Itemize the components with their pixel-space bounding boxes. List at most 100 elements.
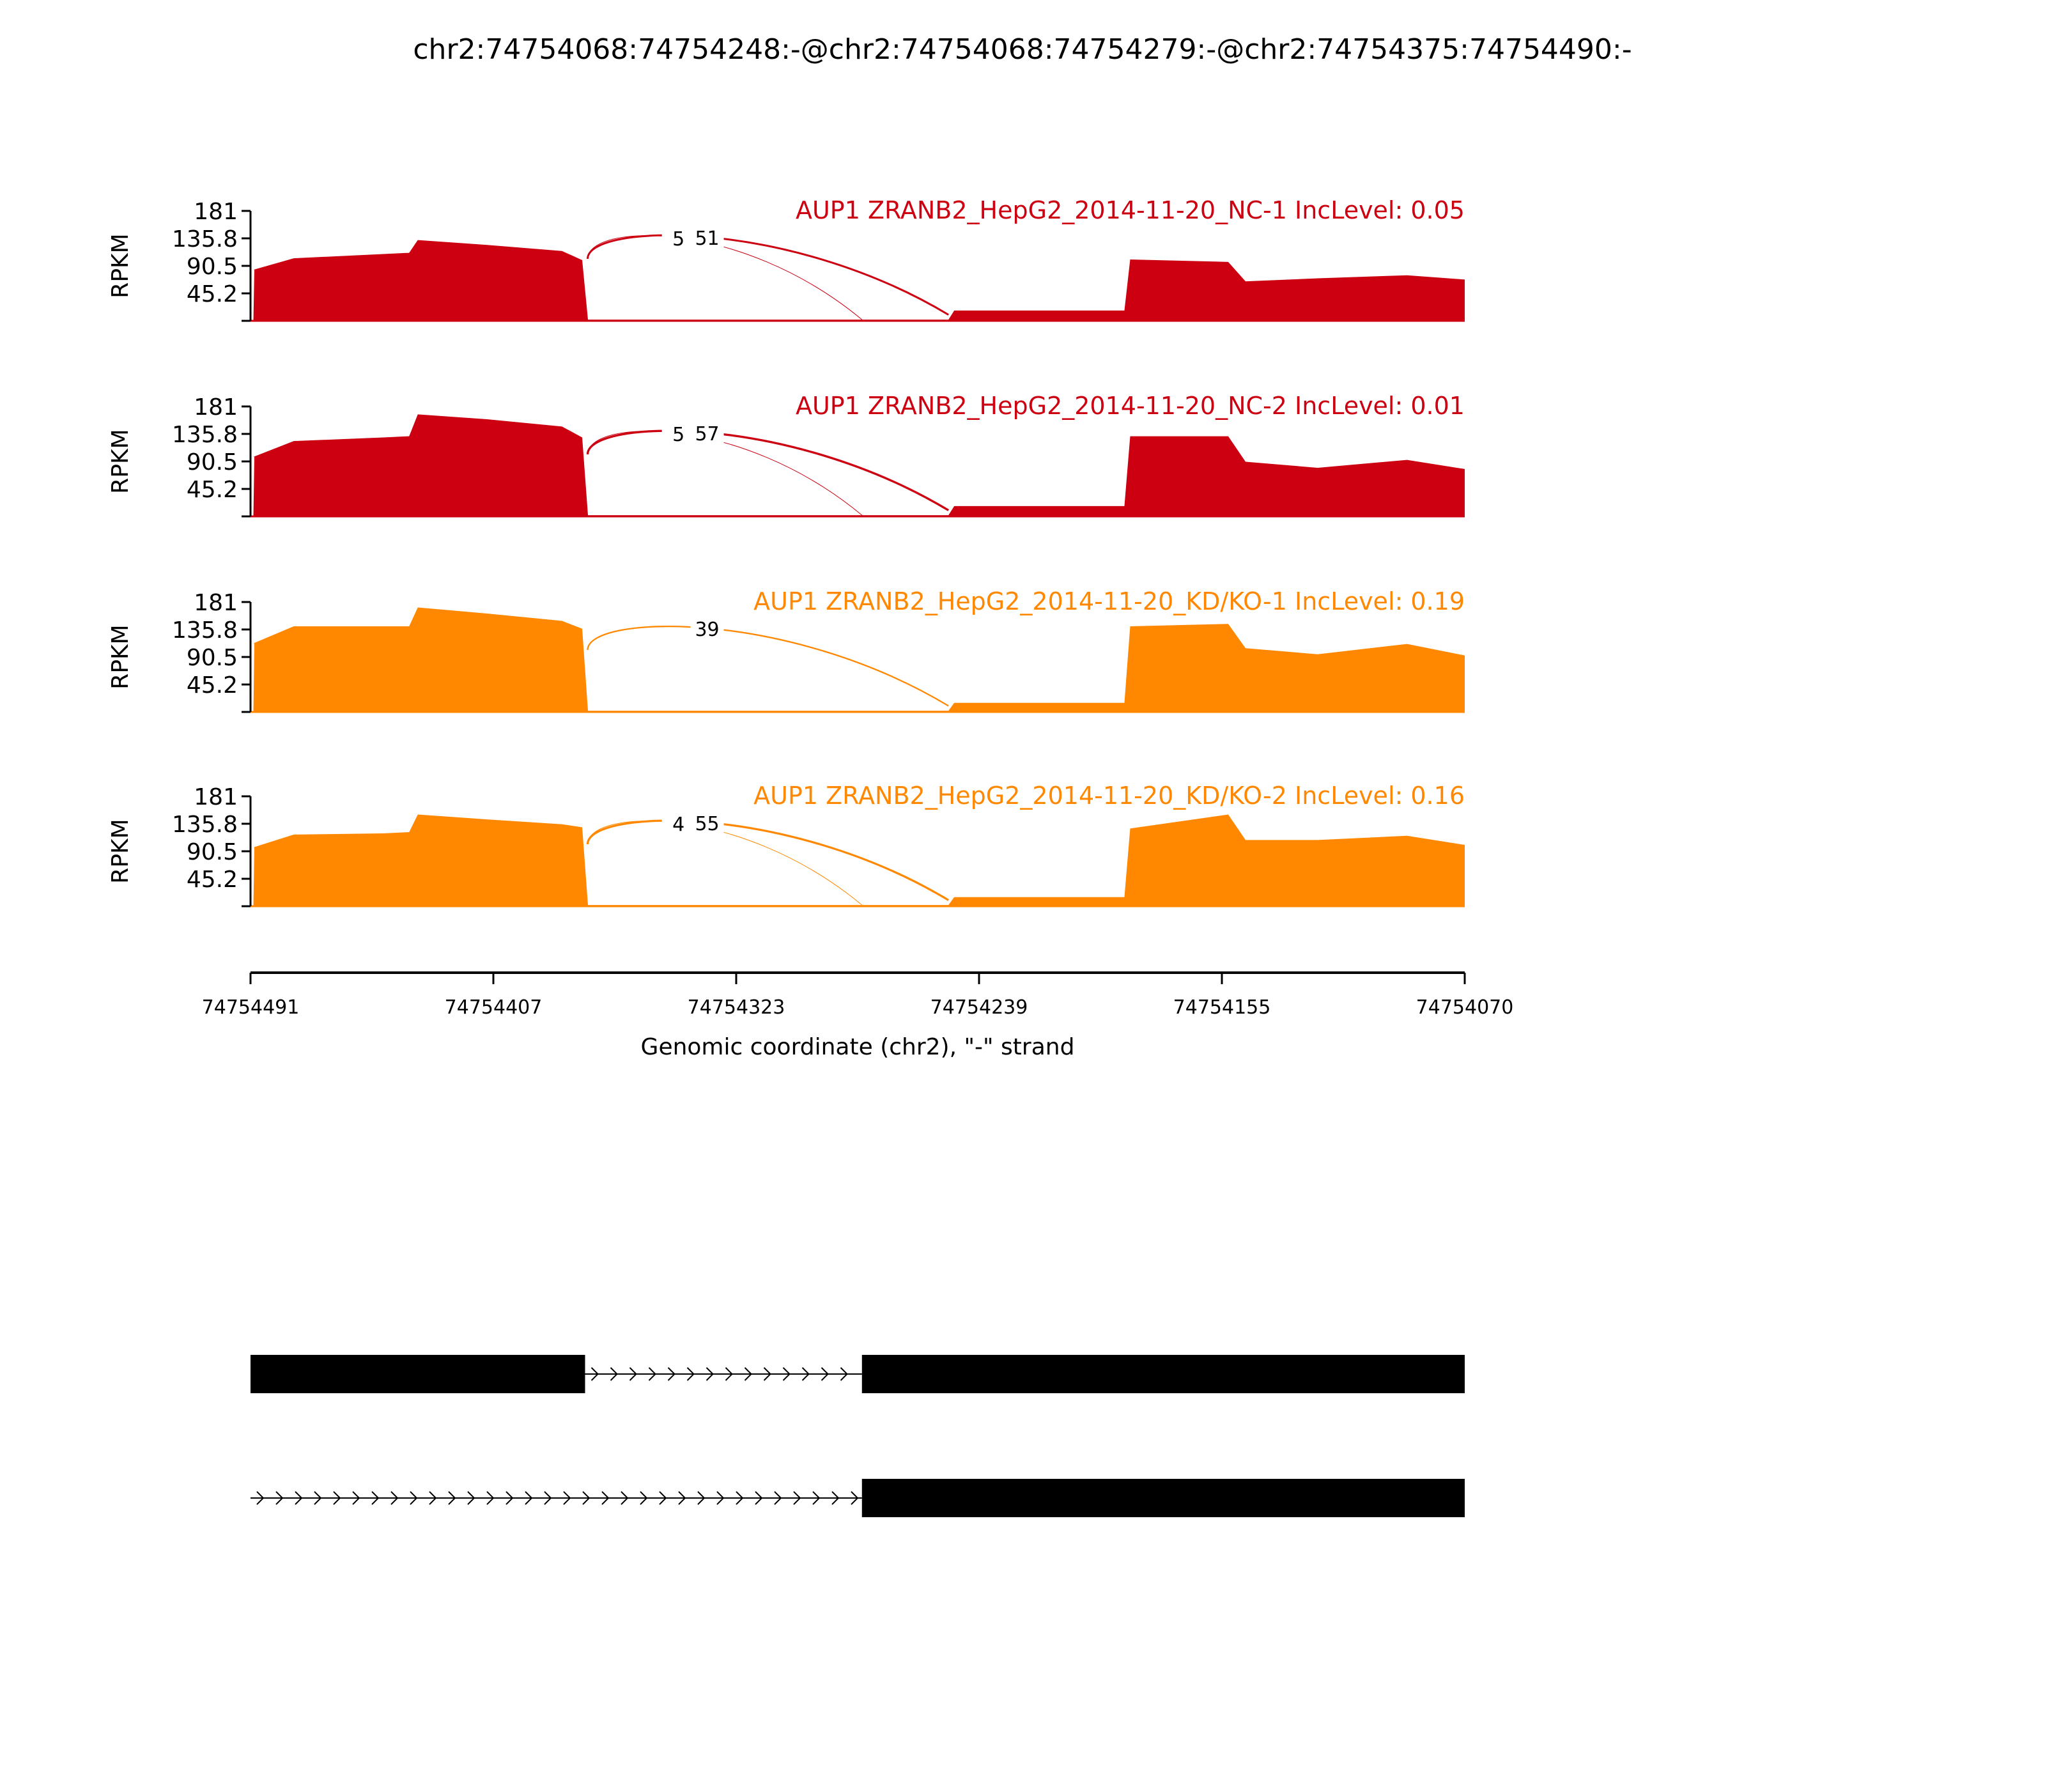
- strand-arrow-icon: [812, 1491, 821, 1505]
- junction-label-background: [661, 420, 695, 449]
- strand-arrow-icon: [467, 1491, 475, 1505]
- exon-block: [861, 1479, 1465, 1517]
- junction-label-background: [661, 810, 695, 838]
- junction-arc: [587, 626, 949, 707]
- sample-title: AUP1 ZRANB2_HepG2_2014-11-20_NC-2 IncLev…: [796, 392, 1465, 420]
- junction-arc: [587, 234, 949, 316]
- strand-arrow-icon: [793, 1491, 801, 1505]
- x-tick-label: 74754491: [202, 996, 300, 1019]
- y-tick-label: 45.2: [187, 477, 238, 503]
- strand-arrow-icon: [295, 1491, 303, 1505]
- y-axis-label: RPKM: [107, 819, 134, 883]
- junction-count-label: 39: [695, 619, 719, 641]
- strand-arrow-icon: [525, 1491, 533, 1505]
- sample-title: AUP1 ZRANB2_HepG2_2014-11-20_KD/KO-1 Inc…: [753, 587, 1465, 615]
- strand-arrow-icon: [840, 1367, 848, 1381]
- coverage-area: [253, 607, 1465, 712]
- strand-arrow-icon: [429, 1491, 437, 1505]
- strand-arrow-icon: [716, 1491, 725, 1505]
- junction-arc: [587, 821, 863, 906]
- junction-count-label: 55: [695, 813, 719, 835]
- strand-arrow-icon: [448, 1491, 456, 1505]
- x-axis-label: Genomic coordinate (chr2), "-" strand: [641, 1034, 1075, 1060]
- junction-count-label: 57: [695, 423, 719, 445]
- strand-arrow-icon: [505, 1491, 514, 1505]
- y-axis-label: RPKM: [107, 233, 134, 298]
- strand-arrow-icon: [763, 1367, 771, 1381]
- y-tick-label: 135.8: [172, 812, 238, 838]
- strand-arrow-icon: [275, 1491, 284, 1505]
- y-tick-label: 45.2: [187, 672, 238, 699]
- junction-arc: [587, 431, 863, 516]
- strand-arrow-icon: [801, 1367, 810, 1381]
- isoform-track: [251, 1355, 1465, 1517]
- junction-label-background: [690, 224, 724, 252]
- strand-arrow-icon: [755, 1491, 763, 1505]
- strand-arrow-icon: [678, 1491, 686, 1505]
- strand-arrow-icon: [333, 1491, 341, 1505]
- exon-block: [251, 1355, 585, 1393]
- strand-arrow-icon: [774, 1491, 782, 1505]
- y-tick-label: 181: [194, 784, 238, 810]
- y-tick-label: 90.5: [187, 839, 238, 865]
- y-tick-label: 90.5: [187, 254, 238, 280]
- x-axis: 74754491 74754407 74754323 74754239 74754155…: [202, 971, 1513, 1019]
- x-tick-label: 74754155: [1173, 996, 1271, 1019]
- y-tick-label: 135.8: [172, 617, 238, 644]
- strand-arrow-icon: [744, 1367, 752, 1381]
- junction-count-label: 5: [672, 424, 684, 446]
- strand-arrow-icon: [314, 1491, 322, 1505]
- y-tick-label: 181: [194, 199, 238, 225]
- sample-title: AUP1 ZRANB2_HepG2_2014-11-20_KD/KO-2 Inc…: [753, 782, 1465, 810]
- y-tick-label: 135.8: [172, 226, 238, 252]
- strand-arrow-icon: [667, 1367, 675, 1381]
- y-tick-label: 135.8: [172, 422, 238, 448]
- strand-arrow-icon: [486, 1491, 495, 1505]
- strand-arrow-icon: [851, 1491, 859, 1505]
- coverage-area: [253, 814, 1465, 906]
- junction-arc: [587, 235, 863, 320]
- strand-arrow-icon: [601, 1491, 610, 1505]
- chart-title: chr2:74754068:74754248:-@chr2:74754068:7…: [413, 33, 1632, 66]
- junction-count-label: 4: [672, 814, 684, 836]
- strand-arrow-icon: [590, 1367, 599, 1381]
- y-tick-label: 45.2: [187, 281, 238, 307]
- junction-count-label: 51: [695, 228, 719, 250]
- exon-block: [861, 1355, 1465, 1393]
- strand-arrow-icon: [831, 1491, 840, 1505]
- strand-arrow-icon: [725, 1367, 733, 1381]
- strand-arrow-icon: [697, 1491, 706, 1505]
- strand-arrow-icon: [686, 1367, 695, 1381]
- strand-arrow-icon: [256, 1491, 265, 1505]
- junction-label-background: [690, 809, 724, 838]
- strand-arrow-icon: [659, 1491, 667, 1505]
- y-tick-label: 90.5: [187, 645, 238, 671]
- strand-arrow-icon: [582, 1491, 590, 1505]
- strand-arrow-icon: [544, 1491, 552, 1505]
- strand-arrow-icon: [782, 1367, 791, 1381]
- strand-arrow-icon: [706, 1367, 714, 1381]
- strand-arrow-icon: [352, 1491, 360, 1505]
- junction-arc: [586, 819, 949, 901]
- strand-arrow-icon: [821, 1367, 829, 1381]
- strand-arrow-icon: [410, 1491, 418, 1505]
- strand-arrow-icon: [629, 1367, 637, 1381]
- x-tick-label: 74754407: [445, 996, 543, 1019]
- strand-arrow-icon: [621, 1491, 629, 1505]
- x-tick-label: 74754323: [688, 996, 785, 1019]
- strand-arrow-icon: [648, 1367, 656, 1381]
- strand-arrow-icon: [610, 1367, 618, 1381]
- y-axis-label: RPKM: [107, 429, 134, 493]
- junction-label-background: [690, 615, 724, 644]
- sample-title: AUP1 ZRANB2_HepG2_2014-11-20_NC-1 IncLev…: [796, 196, 1465, 224]
- y-tick-label: 45.2: [187, 867, 238, 893]
- strand-arrow-icon: [371, 1491, 380, 1505]
- y-axis-label: RPKM: [107, 624, 134, 689]
- y-tick-label: 90.5: [187, 449, 238, 475]
